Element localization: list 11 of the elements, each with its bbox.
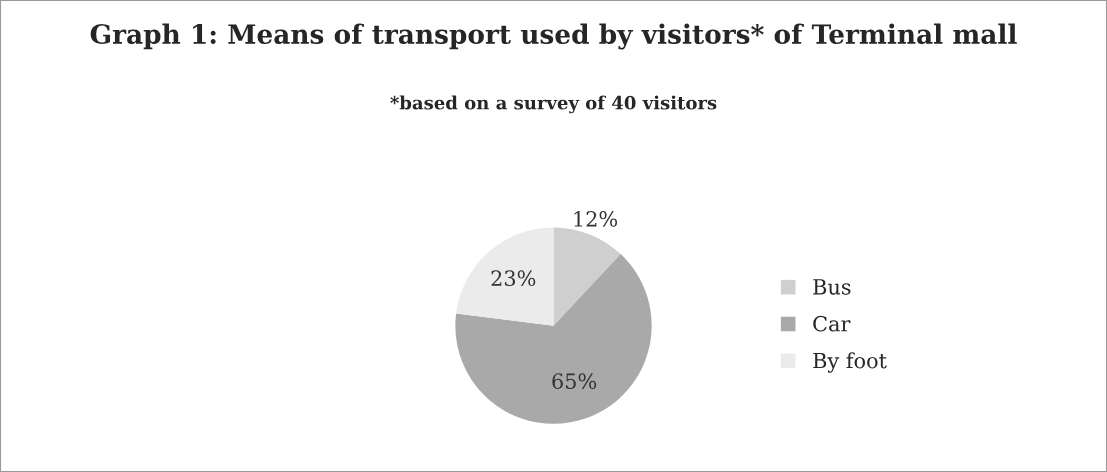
pie-slice (456, 227, 554, 326)
data-label: 65% (552, 373, 597, 389)
legend-label: Bus (813, 279, 851, 295)
legend-label: By foot (813, 352, 887, 373)
pie-slice (455, 254, 652, 424)
pie-slice (553, 227, 621, 326)
chart-title: Graph 1: Means of transport used by visitors* of Terminal mall (90, 23, 1017, 50)
chart-subtitle: *based on a survey of 40 visitors (390, 95, 717, 114)
data-label: 23% (491, 270, 536, 287)
data-label: 12% (574, 210, 618, 227)
legend-label: Car (813, 315, 851, 332)
